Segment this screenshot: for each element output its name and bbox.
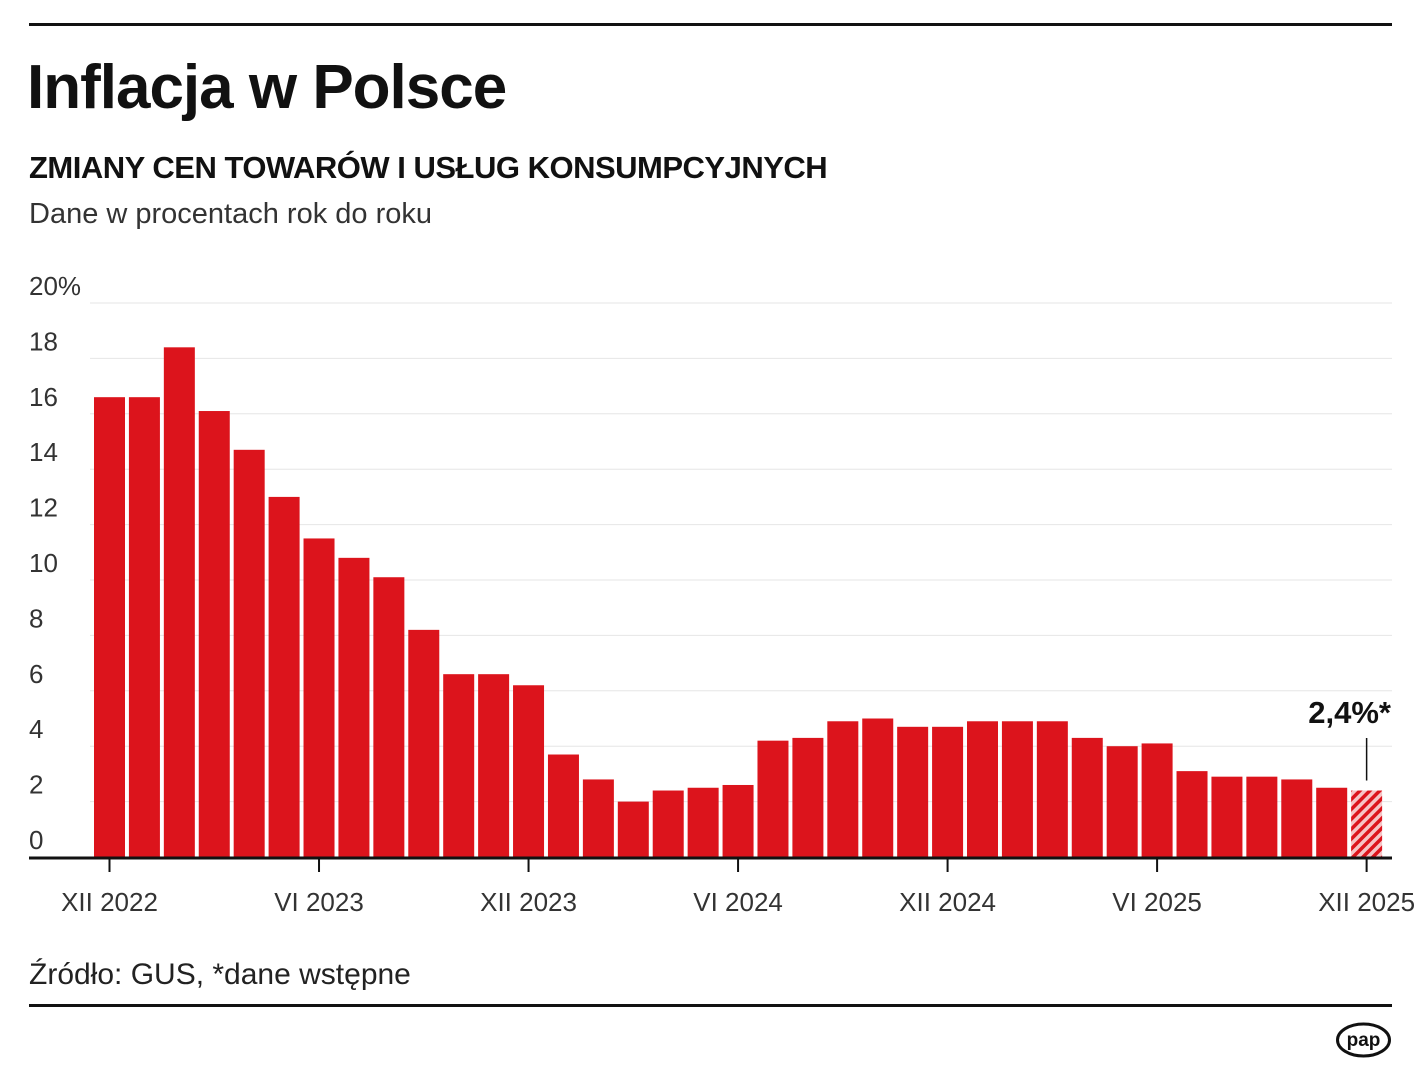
bars — [94, 347, 1383, 857]
bar — [513, 685, 545, 857]
bar — [547, 754, 579, 857]
bar — [1071, 737, 1103, 857]
bar — [967, 721, 998, 857]
bar — [478, 674, 510, 857]
bar — [827, 721, 859, 857]
bar — [652, 790, 684, 857]
bar — [128, 397, 160, 857]
x-tick-label: XII 2025 — [1318, 887, 1415, 917]
bar — [1316, 787, 1348, 857]
y-tick-label: 4 — [29, 714, 43, 744]
pap-logo: pap — [1336, 1022, 1391, 1058]
y-tick-label: 20% — [29, 271, 81, 301]
y-tick-label: 10 — [29, 548, 58, 578]
bar — [582, 779, 614, 857]
y-tick-label: 14 — [29, 437, 58, 467]
bar — [1036, 721, 1068, 857]
y-tick-label: 18 — [29, 326, 58, 356]
bar — [1246, 776, 1278, 857]
y-tick-label: 12 — [29, 493, 58, 523]
bar — [163, 347, 195, 857]
x-tick-label: XII 2022 — [61, 887, 158, 917]
y-axis-labels: 0 2 4 6 8 10 12 14 16 18 20% — [29, 271, 81, 855]
bar — [1281, 779, 1313, 857]
bar — [792, 737, 824, 857]
bar — [338, 557, 370, 857]
bar — [1176, 771, 1208, 857]
bar — [932, 726, 964, 857]
y-tick-label: 2 — [29, 770, 43, 800]
bar — [373, 577, 405, 857]
bar — [268, 496, 300, 857]
bar — [897, 726, 929, 857]
annotation-label: 2,4%* — [1308, 695, 1392, 730]
bar-preliminary — [1351, 790, 1383, 857]
x-tick-label: VI 2023 — [274, 887, 364, 917]
top-rule — [29, 23, 1392, 26]
bar — [1141, 743, 1173, 857]
bar — [757, 740, 789, 857]
bar — [862, 718, 894, 857]
bar — [233, 449, 265, 857]
y-tick-label: 8 — [29, 603, 43, 633]
bar — [722, 784, 754, 857]
bottom-rule — [29, 1004, 1392, 1007]
bar — [198, 411, 230, 857]
svg-text:pap: pap — [1347, 1030, 1381, 1051]
annotation: 2,4%* — [1308, 695, 1392, 781]
x-tick-label: XII 2024 — [899, 887, 996, 917]
y-tick-label: 0 — [29, 825, 43, 855]
y-tick-label: 6 — [29, 659, 43, 689]
bar — [303, 538, 335, 857]
bar — [1211, 776, 1243, 857]
y-tick-label: 16 — [29, 382, 58, 412]
x-tick-label: XII 2023 — [480, 887, 577, 917]
bar — [617, 801, 649, 857]
bar — [94, 397, 125, 857]
x-tick-label: VI 2024 — [693, 887, 783, 917]
bar — [687, 787, 719, 857]
bar — [408, 629, 440, 857]
bar — [1106, 746, 1138, 857]
source-note: Źródło: GUS, *dane wstępne — [29, 958, 411, 991]
chart-title: Inflacja w Polsce — [27, 53, 507, 122]
bar — [443, 674, 475, 857]
chart-subtitle: ZMIANY CEN TOWARÓW I USŁUG KONSUMPCYJNYC… — [29, 150, 828, 185]
x-tick-label: VI 2025 — [1112, 887, 1202, 917]
x-axis: XII 2022 VI 2023 XII 2023 VI 2024 XII 2024 VI… — [29, 856, 1415, 917]
bar — [1001, 721, 1033, 857]
unit-note: Dane w procentach rok do roku — [29, 198, 432, 230]
